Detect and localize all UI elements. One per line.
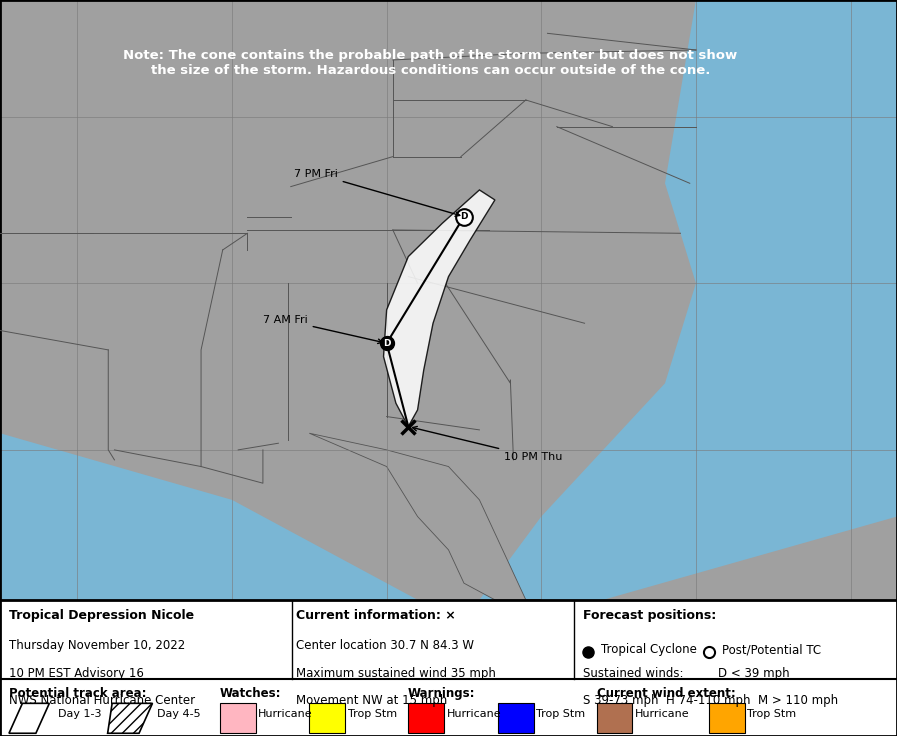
Text: Watches:: Watches: (220, 687, 282, 700)
Polygon shape (309, 434, 541, 600)
Text: 7 AM Fri: 7 AM Fri (263, 315, 382, 344)
Text: Movement NW at 15 mph: Movement NW at 15 mph (296, 694, 448, 707)
Polygon shape (9, 704, 49, 733)
Text: 7 PM Fri: 7 PM Fri (294, 169, 460, 216)
FancyBboxPatch shape (0, 600, 897, 736)
Bar (498, 704, 534, 733)
Text: Hurricane: Hurricane (635, 709, 690, 719)
Text: Tropical Cyclone: Tropical Cyclone (601, 643, 697, 657)
Polygon shape (479, 0, 897, 600)
Text: Current information: ×: Current information: × (296, 609, 456, 623)
Bar (709, 704, 745, 733)
Polygon shape (108, 704, 152, 733)
Bar (220, 704, 256, 733)
Text: Day 1-3: Day 1-3 (58, 709, 101, 719)
Bar (309, 704, 345, 733)
Text: Forecast positions:: Forecast positions: (583, 609, 717, 623)
Text: 10 PM Thu: 10 PM Thu (413, 426, 562, 462)
Bar (408, 704, 444, 733)
Polygon shape (0, 434, 510, 633)
Text: Trop Stm: Trop Stm (536, 709, 586, 719)
Text: S 39-73 mph  H 74-110 mph  M > 110 mph: S 39-73 mph H 74-110 mph M > 110 mph (583, 694, 838, 707)
Bar (597, 704, 632, 733)
Text: 10 PM EST Advisory 16: 10 PM EST Advisory 16 (9, 667, 144, 679)
Polygon shape (384, 190, 495, 427)
Text: Day 4-5: Day 4-5 (157, 709, 201, 719)
Text: Sustained winds:: Sustained winds: (583, 667, 684, 679)
Text: Current wind extent:: Current wind extent: (597, 687, 736, 700)
Text: Thursday November 10, 2022: Thursday November 10, 2022 (9, 640, 185, 652)
Text: Post/Potential TC: Post/Potential TC (722, 643, 822, 657)
Text: Trop Stm: Trop Stm (747, 709, 797, 719)
Text: Trop Stm: Trop Stm (348, 709, 397, 719)
Text: NWS National Hurricane Center: NWS National Hurricane Center (9, 694, 195, 707)
Text: Hurricane: Hurricane (258, 709, 313, 719)
Text: Warnings:: Warnings: (408, 687, 475, 700)
Text: Note: The cone contains the probable path of the storm center but does not show
: Note: The cone contains the probable pat… (124, 49, 737, 77)
Text: D: D (460, 212, 467, 221)
Text: Potential track area:: Potential track area: (9, 687, 146, 700)
Text: Maximum sustained wind 35 mph: Maximum sustained wind 35 mph (296, 667, 496, 679)
Text: D: D (383, 339, 390, 347)
Text: Center location 30.7 N 84.3 W: Center location 30.7 N 84.3 W (296, 640, 474, 652)
Text: D < 39 mph: D < 39 mph (718, 667, 789, 679)
Text: Tropical Depression Nicole: Tropical Depression Nicole (9, 609, 194, 623)
Text: Hurricane: Hurricane (447, 709, 501, 719)
